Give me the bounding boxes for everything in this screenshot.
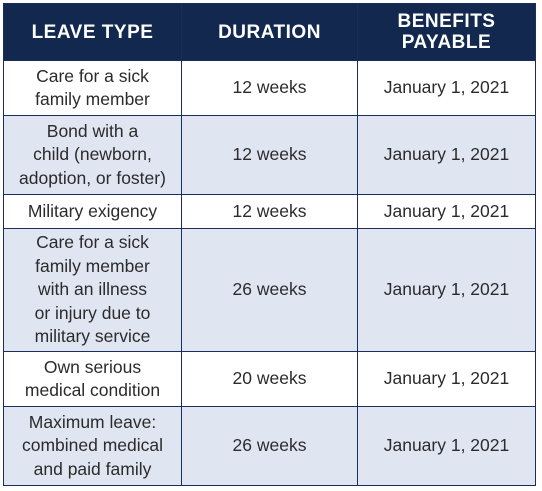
leave-type-line: combined medical xyxy=(21,435,164,456)
header-benefits-line-1: BENEFITS xyxy=(397,11,496,32)
cell-duration: 26 weeks xyxy=(181,228,358,352)
leave-type-line: adoption, or foster) xyxy=(19,167,166,188)
leave-type-line: Bond with a xyxy=(46,120,139,141)
cell-leave-type: Care for a sick family member xyxy=(3,60,182,116)
leave-type-line: family member xyxy=(35,255,150,276)
cell-duration: 12 weeks xyxy=(181,60,358,116)
leave-type-line: Military exigency xyxy=(27,200,158,221)
leave-benefits-table: LEAVE TYPE DURATION BENEFITS PAYABLE Car… xyxy=(3,3,536,486)
cell-benefits-payable: January 1, 2021 xyxy=(357,351,536,407)
header-leave-type: LEAVE TYPE xyxy=(3,3,182,61)
table-row: Care for a sick family member 12 weeks J… xyxy=(3,60,536,116)
cell-leave-type: Bond with a child (newborn, adoption, or… xyxy=(3,115,182,195)
leave-type-line: Care for a sick xyxy=(36,232,149,253)
table-row: Care for a sick family member with an il… xyxy=(3,228,536,352)
header-benefits-line-2: PAYABLE xyxy=(401,32,492,53)
table-row: Own serious medical condition 20 weeks J… xyxy=(3,351,536,407)
cell-duration: 20 weeks xyxy=(181,351,358,407)
cell-leave-type: Maximum leave: combined medical and paid… xyxy=(3,406,182,486)
table-row: Military exigency 12 weeks January 1, 20… xyxy=(3,194,536,229)
leave-type-line: military service xyxy=(34,326,151,347)
cell-leave-type: Own serious medical condition xyxy=(3,351,182,407)
cell-benefits-payable: January 1, 2021 xyxy=(357,406,536,486)
header-duration: DURATION xyxy=(181,3,358,61)
cell-benefits-payable: January 1, 2021 xyxy=(357,228,536,352)
leave-type-line: Maximum leave: xyxy=(28,411,157,432)
leave-benefits-table-container: LEAVE TYPE DURATION BENEFITS PAYABLE Car… xyxy=(3,3,536,486)
table-row: Maximum leave: combined medical and paid… xyxy=(3,406,536,486)
table-header: LEAVE TYPE DURATION BENEFITS PAYABLE xyxy=(3,3,536,61)
cell-duration: 12 weeks xyxy=(181,194,358,229)
cell-duration: 12 weeks xyxy=(181,115,358,195)
cell-benefits-payable: January 1, 2021 xyxy=(357,115,536,195)
leave-type-line: with an illness xyxy=(38,279,147,300)
cell-leave-type: Military exigency xyxy=(3,194,182,229)
table-body: Care for a sick family member 12 weeks J… xyxy=(3,60,536,486)
cell-benefits-payable: January 1, 2021 xyxy=(357,60,536,116)
header-row: LEAVE TYPE DURATION BENEFITS PAYABLE xyxy=(3,3,536,61)
leave-type-line: medical condition xyxy=(24,380,161,400)
leave-type-line: and paid family xyxy=(33,458,152,479)
leave-type-line: child (newborn, xyxy=(33,144,152,165)
header-benefits-payable: BENEFITS PAYABLE xyxy=(357,3,536,61)
leave-type-line: or injury due to xyxy=(34,302,151,323)
leave-type-line: family member xyxy=(35,89,150,109)
table-row: Bond with a child (newborn, adoption, or… xyxy=(3,115,536,195)
leave-type-line: Care for a sick xyxy=(36,65,149,86)
cell-leave-type: Care for a sick family member with an il… xyxy=(3,228,182,352)
cell-benefits-payable: January 1, 2021 xyxy=(357,194,536,229)
cell-duration: 26 weeks xyxy=(181,406,358,486)
leave-type-line: Own serious xyxy=(43,356,142,377)
